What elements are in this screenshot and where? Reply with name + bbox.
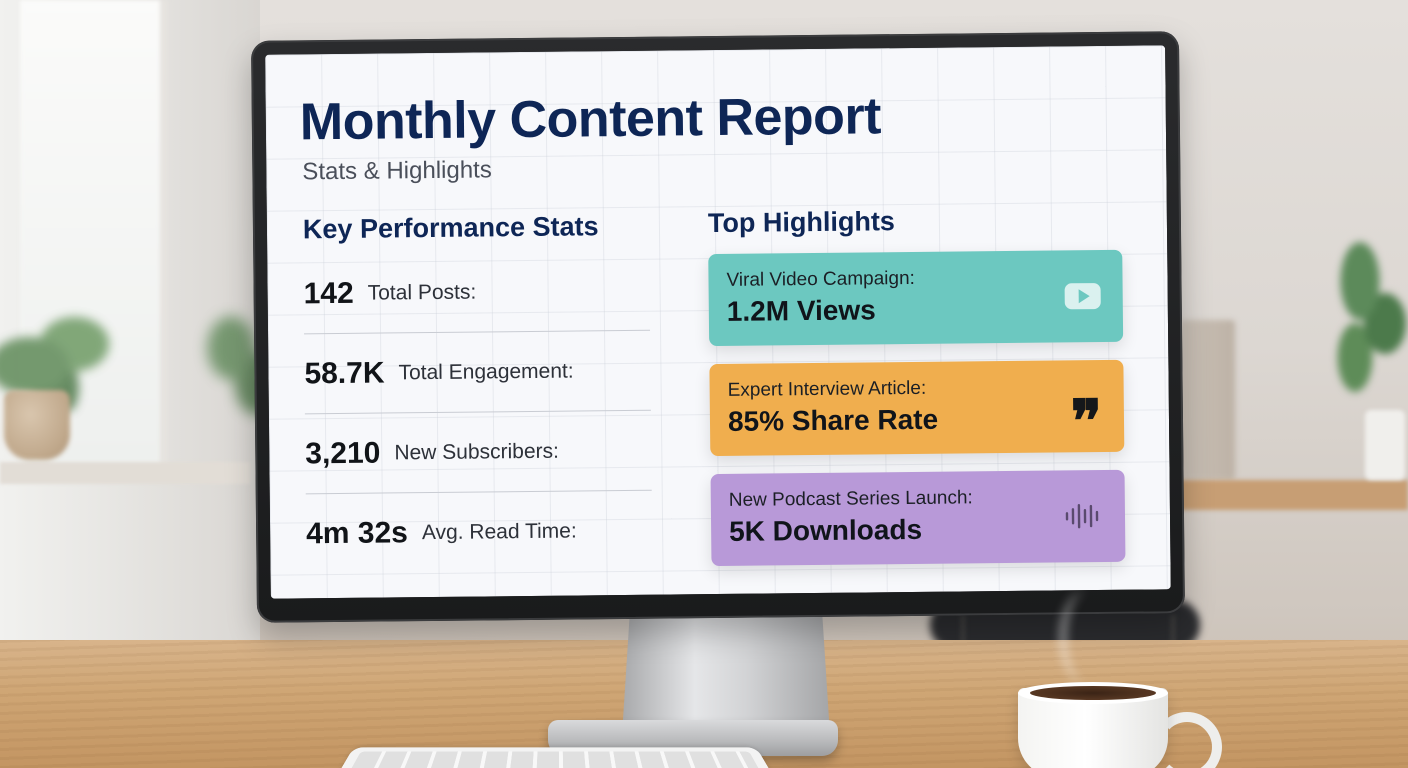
background-box <box>1180 320 1235 480</box>
stat-row-new-subscribers: 3,210 New Subscribers: <box>304 410 652 495</box>
coffee-steam <box>1060 590 1116 685</box>
card-metric: 5K Downloads <box>728 513 923 547</box>
cup-handle <box>1152 712 1222 768</box>
quote-icon: ❞ <box>1070 386 1103 456</box>
background-table <box>1170 480 1408 510</box>
stats-list: 142 Total Posts: 58.7K Total Engagement:… <box>303 250 653 574</box>
audio-wave-icon <box>1065 504 1099 529</box>
report-title: Monthly Content Report <box>299 87 882 152</box>
background-plant-right <box>1320 230 1408 400</box>
highlight-card-video: Viral Video Campaign: 1.2M Views <box>708 249 1124 347</box>
report-subtitle: Stats & Highlights <box>302 156 492 186</box>
card-caption: Expert Interview Article: <box>727 377 927 401</box>
monitor-screen: Monthly Content Report Stats & Highlight… <box>265 45 1171 599</box>
card-caption: Viral Video Campaign: <box>726 267 915 291</box>
highlight-card-article: Expert Interview Article: 85% Share Rate… <box>709 359 1125 457</box>
plant-pot <box>4 390 70 460</box>
highlights-heading: Top Highlights <box>707 206 896 239</box>
stat-label: Total Engagement: <box>398 359 574 384</box>
card-metric: 1.2M Views <box>726 294 876 327</box>
card-metric: 85% Share Rate <box>727 403 939 437</box>
highlight-card-podcast: New Podcast Series Launch: 5K Downloads <box>710 469 1126 567</box>
stats-heading: Key Performance Stats <box>302 211 599 245</box>
stat-value: 58.7K <box>304 355 385 390</box>
stat-row-total-posts: 142 Total Posts: <box>303 250 651 335</box>
window-sill <box>0 462 250 484</box>
coffee <box>1030 686 1156 700</box>
stat-label: Avg. Read Time: <box>421 518 577 544</box>
play-icon <box>1064 282 1101 310</box>
keyboard <box>335 747 775 768</box>
stat-label: New Subscribers: <box>394 439 560 464</box>
monitor: Monthly Content Report Stats & Highlight… <box>250 31 1186 623</box>
stat-row-total-engagement: 58.7K Total Engagement: <box>304 330 651 415</box>
highlights-list: Viral Video Campaign: 1.2M Views Expert … <box>708 249 1126 584</box>
stat-value: 3,210 <box>305 436 381 470</box>
monitor-stand-neck <box>622 605 830 735</box>
card-caption: New Podcast Series Launch: <box>728 487 973 511</box>
stat-value: 4m 32s <box>305 515 409 550</box>
stat-row-avg-read-time: 4m 32s Avg. Read Time: <box>306 491 653 574</box>
stat-label: Total Posts: <box>367 280 477 305</box>
background-vase <box>1365 410 1405 480</box>
stat-value: 142 <box>303 276 354 310</box>
